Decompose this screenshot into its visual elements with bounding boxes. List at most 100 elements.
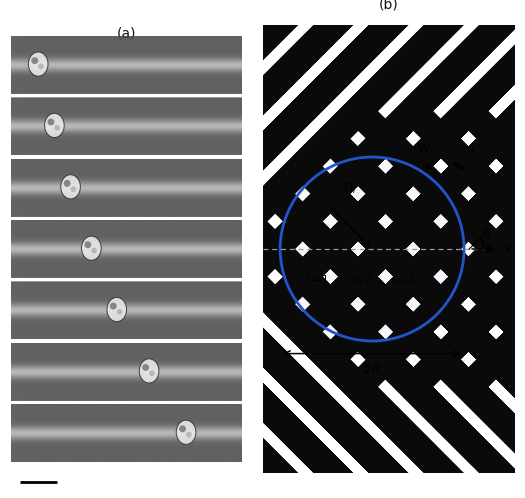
Polygon shape [403, 0, 525, 121]
Polygon shape [100, 350, 271, 498]
Polygon shape [459, 5, 525, 176]
Polygon shape [183, 0, 353, 121]
Polygon shape [293, 5, 464, 176]
Polygon shape [376, 198, 525, 370]
Polygon shape [321, 0, 491, 148]
Polygon shape [127, 377, 298, 498]
Polygon shape [293, 212, 464, 382]
Polygon shape [486, 88, 525, 259]
Polygon shape [431, 239, 525, 410]
Ellipse shape [61, 175, 80, 199]
Polygon shape [348, 267, 519, 438]
Polygon shape [321, 184, 491, 355]
Polygon shape [238, 60, 409, 231]
Polygon shape [486, 198, 525, 370]
Polygon shape [238, 116, 409, 286]
Bar [10, 98, 242, 155]
Polygon shape [265, 0, 436, 148]
Polygon shape [293, 267, 464, 438]
Polygon shape [514, 116, 525, 286]
Polygon shape [459, 5, 525, 176]
Polygon shape [293, 322, 464, 493]
Polygon shape [376, 143, 525, 314]
Polygon shape [403, 5, 525, 176]
Polygon shape [293, 377, 464, 498]
Polygon shape [459, 267, 525, 438]
Ellipse shape [70, 186, 76, 192]
Polygon shape [486, 239, 525, 410]
Polygon shape [238, 5, 409, 176]
Text: $i=1$: $i=1$ [306, 273, 330, 285]
Ellipse shape [54, 125, 60, 130]
Polygon shape [403, 101, 525, 272]
Polygon shape [514, 156, 525, 327]
Text: $2\,R$: $2\,R$ [362, 364, 382, 376]
Polygon shape [431, 128, 525, 300]
Polygon shape [376, 143, 525, 314]
Polygon shape [514, 60, 525, 231]
Ellipse shape [47, 119, 55, 125]
Polygon shape [403, 116, 525, 286]
Polygon shape [348, 322, 519, 493]
Polygon shape [183, 322, 353, 493]
Polygon shape [155, 0, 326, 148]
Polygon shape [403, 60, 525, 231]
Polygon shape [155, 32, 326, 204]
Polygon shape [486, 350, 525, 498]
Polygon shape [321, 198, 491, 370]
Polygon shape [403, 377, 525, 498]
Polygon shape [403, 267, 525, 438]
Bar [10, 220, 242, 278]
Polygon shape [265, 350, 436, 498]
Polygon shape [486, 128, 525, 300]
Bar [262, 123, 514, 375]
Polygon shape [100, 350, 271, 498]
Polygon shape [183, 5, 353, 176]
Polygon shape [348, 212, 519, 382]
Polygon shape [431, 88, 525, 259]
Polygon shape [514, 226, 525, 397]
Polygon shape [348, 171, 519, 342]
Polygon shape [486, 32, 525, 204]
Bar [10, 282, 242, 339]
Polygon shape [72, 0, 243, 121]
Text: $\lambda$: $\lambda$ [468, 145, 476, 158]
Polygon shape [431, 143, 525, 314]
Polygon shape [293, 60, 464, 231]
Polygon shape [459, 60, 525, 231]
Polygon shape [514, 267, 525, 438]
Polygon shape [459, 377, 525, 498]
Polygon shape [293, 171, 464, 342]
Polygon shape [403, 226, 525, 397]
Polygon shape [514, 212, 525, 382]
Polygon shape [348, 5, 519, 176]
Polygon shape [431, 184, 525, 355]
Bar [10, 36, 242, 94]
Polygon shape [459, 156, 525, 327]
Polygon shape [238, 377, 409, 498]
Polygon shape [348, 5, 519, 176]
Polygon shape [321, 239, 491, 410]
Polygon shape [431, 350, 525, 498]
Polygon shape [155, 0, 326, 148]
Polygon shape [403, 267, 525, 438]
Polygon shape [127, 322, 298, 493]
Text: (b): (b) [379, 0, 398, 11]
Polygon shape [486, 294, 525, 466]
Polygon shape [321, 88, 491, 259]
Polygon shape [265, 239, 436, 410]
Polygon shape [348, 156, 519, 327]
Polygon shape [486, 184, 525, 355]
Polygon shape [348, 212, 519, 382]
Polygon shape [403, 5, 525, 176]
Polygon shape [459, 171, 525, 342]
Polygon shape [265, 350, 436, 498]
Polygon shape [265, 239, 436, 410]
Polygon shape [459, 212, 525, 382]
Polygon shape [514, 0, 525, 121]
Polygon shape [127, 0, 298, 121]
Polygon shape [459, 156, 525, 327]
Polygon shape [431, 88, 525, 259]
Polygon shape [293, 0, 464, 121]
Polygon shape [321, 294, 491, 466]
